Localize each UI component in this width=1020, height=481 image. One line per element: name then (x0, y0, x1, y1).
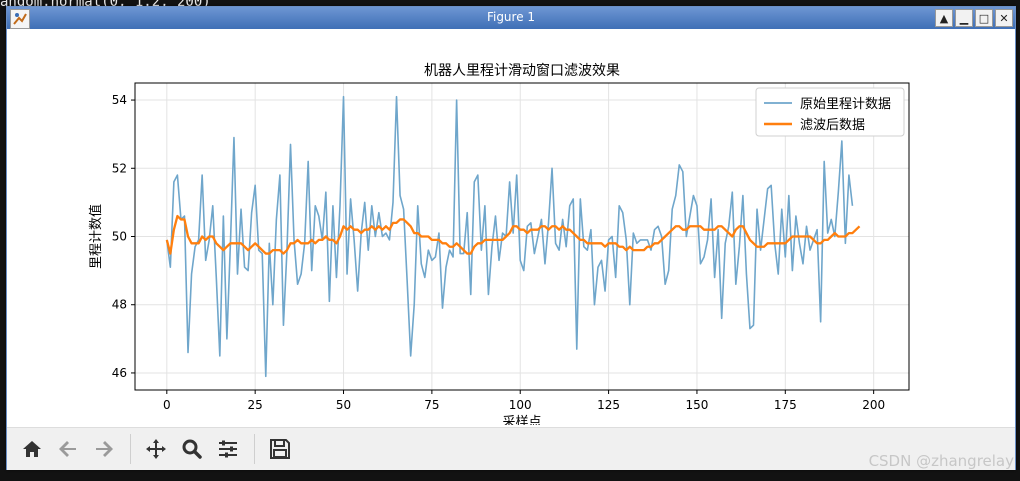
navigation-toolbar (7, 427, 1015, 470)
x-tick-label: 200 (862, 398, 885, 412)
window-title: Figure 1 (486, 10, 536, 24)
y-tick-label: 46 (112, 366, 127, 380)
chart-title: 机器人里程计滑动窗口滤波效果 (424, 62, 620, 79)
line-chart: 0 25 50 75 100 125 150 175 200 46 48 50 52 54 机器人里程计滑动… (88, 62, 910, 430)
figure-canvas[interactable]: 0 25 50 75 100 125 150 175 200 46 48 50 52 54 机器人里程计滑动… (7, 29, 1015, 430)
zoom-icon[interactable] (177, 434, 207, 464)
shade-icon[interactable]: ▲ (935, 9, 953, 27)
x-tick-label: 25 (248, 398, 263, 412)
y-tick-label: 50 (112, 230, 127, 244)
terminal-text: andom.normal(0, 1.2, 200) (0, 0, 211, 10)
subplots-config-icon[interactable] (213, 434, 243, 464)
x-tick-label: 50 (336, 398, 351, 412)
figure-window[interactable]: Figure 1 ▲ ▁ □ ✕ 0 25 50 75 100 125 150 175 200 4… (6, 6, 1016, 470)
x-tick-label: 175 (774, 398, 797, 412)
forward-arrow-icon[interactable] (89, 434, 119, 464)
close-icon[interactable]: ✕ (995, 9, 1013, 27)
x-tick-label: 150 (685, 398, 708, 412)
toolbar-separator (130, 434, 131, 464)
series-line-1 (166, 95, 854, 378)
x-tick-label: 75 (424, 398, 439, 412)
maximize-icon[interactable]: □ (975, 9, 993, 27)
title-bar[interactable]: Figure 1 ▲ ▁ □ ✕ (7, 7, 1015, 29)
x-tick-label: 125 (597, 398, 620, 412)
home-icon[interactable] (17, 434, 47, 464)
y-axis-label: 里程计数值 (88, 204, 104, 269)
save-icon[interactable] (265, 434, 295, 464)
legend-label-1: 原始里程计数据 (800, 97, 891, 112)
watermark: CSDN @zhangrelay (868, 452, 1014, 470)
x-axis-label: 采样点 (502, 415, 541, 425)
app-icon[interactable] (10, 9, 30, 29)
y-tick-label: 54 (112, 93, 127, 107)
back-arrow-icon[interactable] (53, 434, 83, 464)
y-tick-label: 48 (112, 298, 127, 312)
series-line-2 (165, 214, 861, 255)
x-tick-label: 0 (163, 398, 171, 412)
legend-label-2: 滤波后数据 (800, 118, 865, 133)
legend-box (755, 87, 905, 137)
window-controls: ▲ ▁ □ ✕ (935, 9, 1013, 27)
minimize-icon[interactable]: ▁ (955, 9, 973, 27)
y-tick-label: 52 (112, 161, 127, 175)
pan-icon[interactable] (141, 434, 171, 464)
toolbar-separator (254, 434, 255, 464)
x-tick-label: 100 (509, 398, 532, 412)
